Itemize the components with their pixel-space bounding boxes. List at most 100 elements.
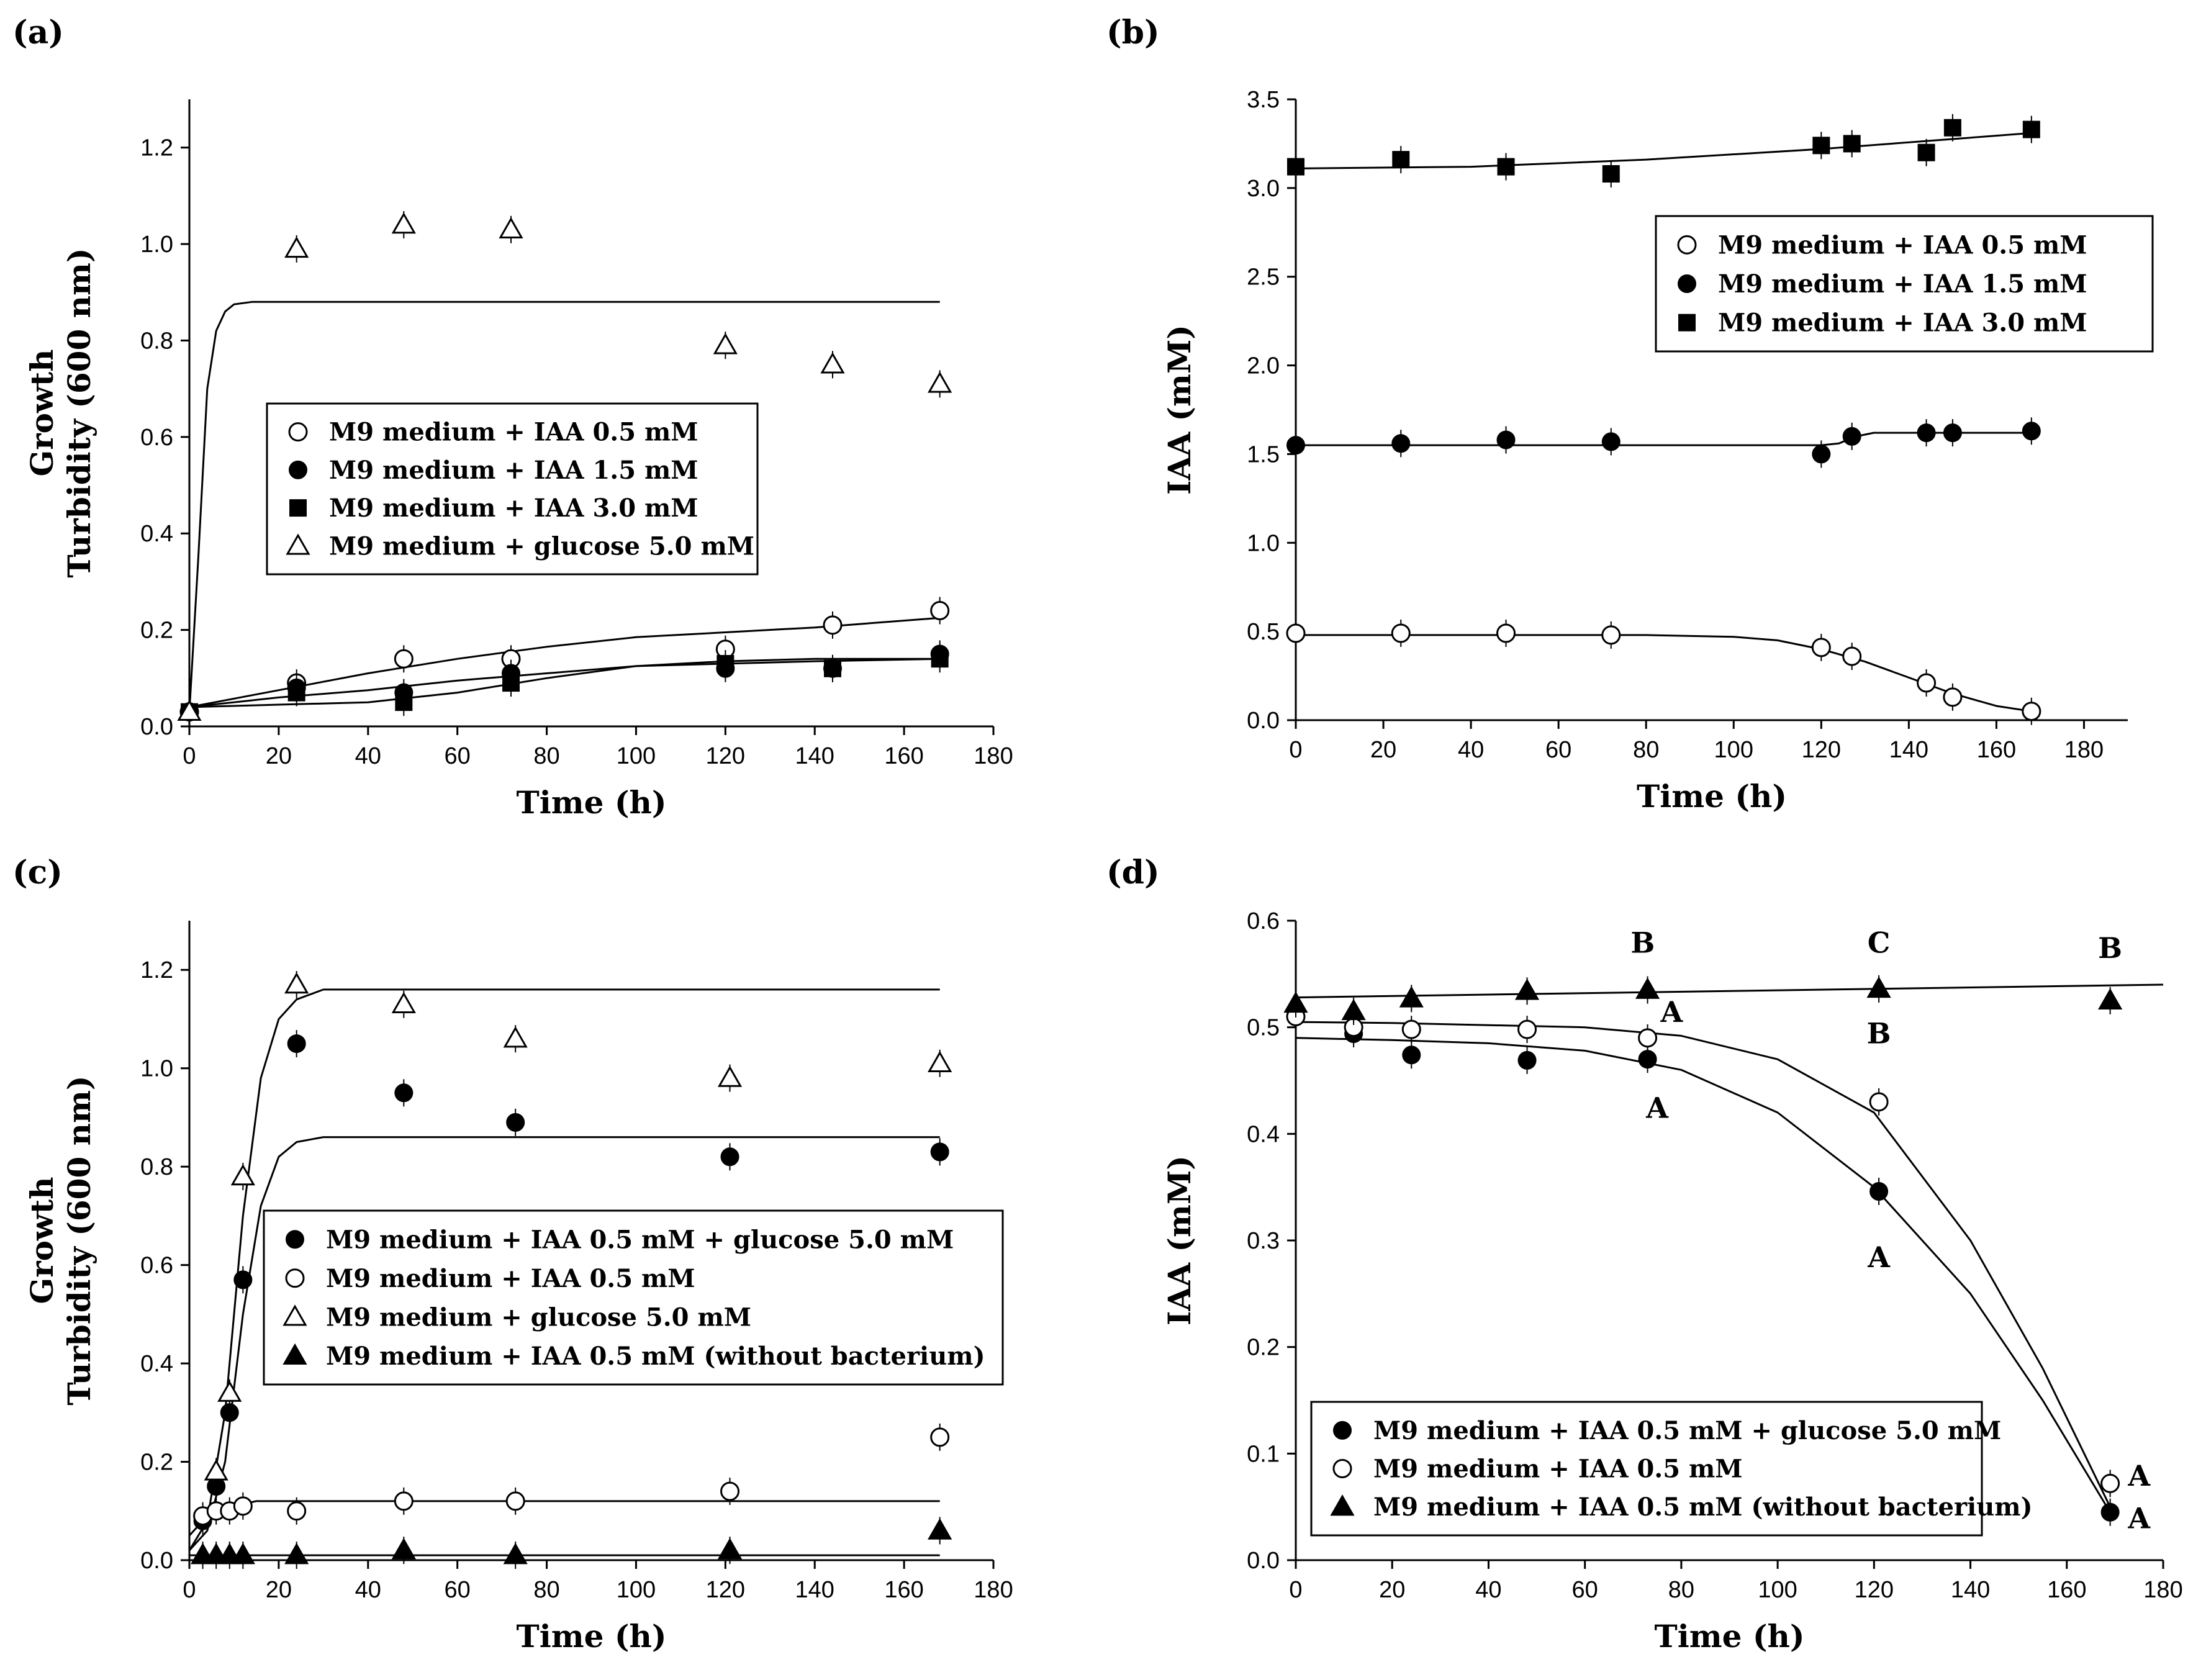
legend-marker <box>289 460 307 479</box>
data-point <box>1602 165 1620 183</box>
legend: M9 medium + IAA 0.5 mM + glucose 5.0 mM M… <box>263 1209 1004 1386</box>
data-point <box>217 1380 242 1402</box>
legend-marker <box>1677 235 1697 255</box>
legend-marker <box>1330 1494 1355 1516</box>
series-4-points <box>190 1517 952 1569</box>
x-tick-label: 60 <box>1572 1577 1598 1603</box>
y-tick-label: 0.0 <box>1247 1548 1280 1574</box>
y-axis-label-line1: Growth <box>24 350 60 477</box>
data-point <box>287 684 305 702</box>
legend-marker <box>288 422 308 442</box>
data-point <box>391 212 416 234</box>
fit-curve-1 <box>1295 1037 2111 1513</box>
legend-marker <box>1678 274 1696 293</box>
x-tick-label: 100 <box>1714 737 1753 763</box>
x-tick-label: 60 <box>445 743 471 769</box>
significance-letter: A <box>1645 1091 1669 1125</box>
data-point <box>1517 1050 1537 1070</box>
data-point <box>1842 427 1861 446</box>
data-point <box>1943 119 1961 137</box>
data-point <box>1842 646 1862 666</box>
data-point <box>2098 988 2123 1009</box>
data-point <box>391 1538 416 1560</box>
legend-marker <box>286 533 310 555</box>
legend-entry: M9 medium + IAA 0.5 mM + glucose 5.0 mM <box>326 1225 954 1254</box>
y-tick-label: 0.8 <box>140 1154 173 1180</box>
x-tick-label: 40 <box>355 743 381 769</box>
data-point <box>1283 991 1308 1013</box>
y-axis-label: IAA (mM) <box>1161 325 1198 495</box>
y-tick-label: 3.0 <box>1247 176 1280 202</box>
panel-label: (a) <box>12 14 64 52</box>
data-point <box>233 1270 253 1289</box>
series-3-points <box>204 971 952 1486</box>
x-tick-label: 140 <box>1951 1577 1990 1603</box>
y-tick-label: 0.6 <box>140 425 173 451</box>
x-tick-label: 40 <box>1475 1577 1501 1603</box>
legend-entry: M9 medium + IAA 0.5 mM <box>1373 1455 1743 1484</box>
data-point <box>823 615 843 635</box>
fit-curve-3 <box>1295 132 2032 169</box>
series-2-points <box>1286 417 2041 468</box>
significance-letter: B <box>1867 1016 1891 1050</box>
y-axis-label: IAA (mM) <box>1161 1155 1198 1325</box>
legend-entry: M9 medium + glucose 5.0 mM <box>326 1303 751 1332</box>
data-point <box>928 371 952 393</box>
y-axis-label-line1: Growth <box>24 1177 60 1304</box>
fit-curve-3 <box>1295 983 2164 999</box>
data-point <box>1517 1019 1537 1039</box>
data-point <box>713 333 738 355</box>
data-point <box>503 1543 528 1565</box>
significance-letter: A <box>1867 1240 1891 1274</box>
legend-box <box>263 1209 1004 1386</box>
legend-entry: M9 medium + IAA 3.0 mM <box>329 494 698 523</box>
chart-panel-a: (a) 0 20 40 60 80 100 120 140 160 180 0.0 0.2 0.4 0.6 0… <box>12 14 1013 821</box>
y-tick-label: 0.4 <box>140 521 173 547</box>
significance-letter: A <box>1660 995 1684 1029</box>
y-tick-label: 0.0 <box>140 714 173 740</box>
legend-marker <box>286 1230 304 1249</box>
series-2-points <box>180 640 949 726</box>
legend-entry: M9 medium + IAA 0.5 mM (without bacteriu… <box>326 1342 985 1371</box>
legend: M9 medium + IAA 0.5 mM + glucose 5.0 mM M… <box>1310 1401 2033 1537</box>
x-tick-label: 60 <box>445 1577 471 1603</box>
x-tick-label: 80 <box>1668 1577 1694 1603</box>
y-tick-label: 0.3 <box>1247 1228 1280 1254</box>
data-point <box>284 972 309 994</box>
data-point <box>930 1427 950 1447</box>
y-tick-label: 1.5 <box>1247 441 1280 467</box>
data-point <box>1866 976 1891 998</box>
legend-entry: M9 medium + IAA 0.5 mM <box>329 418 698 447</box>
x-tick-label: 180 <box>2143 1577 2182 1603</box>
data-point <box>1917 673 1937 693</box>
data-point <box>177 699 202 721</box>
series-3-points <box>1287 114 2040 187</box>
legend: M9 medium + IAA 0.5 mM M9 medium + IAA 1.… <box>1655 215 2154 353</box>
series-3-points <box>181 645 949 726</box>
significance-letter: C <box>1868 926 1891 960</box>
legend-box <box>266 402 759 576</box>
x-tick-label: 140 <box>795 743 834 769</box>
data-point <box>1917 423 1936 443</box>
data-point <box>1812 137 1830 155</box>
fit-curve-2 <box>189 657 940 708</box>
data-point <box>1601 625 1621 645</box>
x-tick-label: 120 <box>1855 1577 1894 1603</box>
x-tick-label: 20 <box>1379 1577 1405 1603</box>
data-point <box>2022 702 2041 721</box>
x-tick-label: 100 <box>1758 1577 1797 1603</box>
y-tick-label: 0.8 <box>140 328 173 354</box>
legend-entry: M9 medium + IAA 1.5 mM <box>1718 269 2087 299</box>
legend-entry: M9 medium + IAA 0.5 mM (without bacteriu… <box>1373 1493 2033 1522</box>
fit-curve-4 <box>188 300 940 712</box>
data-point <box>1287 158 1304 176</box>
panel-label: (c) <box>12 854 63 892</box>
data-point <box>1391 623 1411 643</box>
data-point <box>1496 430 1516 449</box>
legend-marker <box>1678 314 1696 332</box>
data-point <box>1635 977 1660 999</box>
data-point <box>1514 978 1540 1000</box>
x-tick-label: 40 <box>355 1577 381 1603</box>
data-point <box>395 693 413 711</box>
